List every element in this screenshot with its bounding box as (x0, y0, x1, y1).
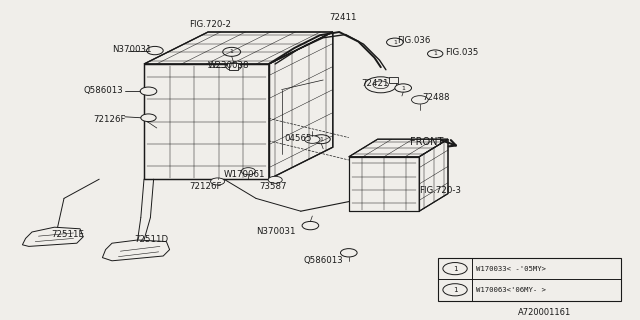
Text: 04565: 04565 (285, 134, 312, 143)
Circle shape (412, 96, 428, 104)
Circle shape (340, 249, 357, 257)
Circle shape (443, 262, 467, 275)
Text: FIG.720-3: FIG.720-3 (419, 186, 461, 195)
Polygon shape (22, 227, 83, 246)
Circle shape (443, 284, 467, 296)
Circle shape (395, 84, 412, 92)
Polygon shape (419, 139, 448, 211)
Circle shape (387, 38, 403, 46)
Text: A720001161: A720001161 (518, 308, 572, 317)
Circle shape (223, 47, 241, 56)
Polygon shape (144, 64, 269, 179)
Text: Q586013: Q586013 (304, 256, 344, 265)
Text: 1: 1 (319, 137, 323, 142)
Text: 72126F: 72126F (189, 182, 221, 191)
Polygon shape (144, 32, 333, 64)
Polygon shape (229, 63, 238, 70)
Circle shape (268, 176, 282, 183)
Circle shape (140, 87, 157, 95)
Text: W170033< -'05MY>: W170033< -'05MY> (476, 266, 545, 272)
Text: 1: 1 (452, 287, 458, 293)
Polygon shape (102, 240, 170, 261)
Text: N370031: N370031 (256, 227, 296, 236)
Polygon shape (389, 77, 398, 83)
Text: 1: 1 (452, 266, 458, 272)
Text: 72488: 72488 (422, 93, 450, 102)
Text: 73587: 73587 (259, 182, 287, 191)
Text: 72511D: 72511D (134, 235, 168, 244)
Text: 1: 1 (230, 49, 234, 54)
Text: 72411: 72411 (330, 13, 357, 22)
Circle shape (211, 178, 225, 185)
Text: W170061: W170061 (224, 170, 266, 179)
Text: W170063<'06MY- >: W170063<'06MY- > (476, 287, 545, 293)
Circle shape (241, 168, 255, 175)
Polygon shape (269, 32, 333, 179)
Circle shape (226, 63, 241, 70)
Text: 72126F: 72126F (93, 115, 125, 124)
Text: Q586013: Q586013 (83, 86, 123, 95)
Circle shape (373, 81, 388, 89)
Circle shape (312, 135, 330, 144)
Circle shape (141, 114, 156, 122)
Text: FRONT: FRONT (410, 137, 443, 148)
Bar (438, 258, 621, 301)
Circle shape (305, 136, 320, 143)
Text: 72421: 72421 (362, 79, 389, 88)
Text: 1: 1 (401, 85, 405, 91)
Circle shape (428, 50, 443, 58)
Text: W230038: W230038 (208, 61, 250, 70)
Text: FIG.720-2: FIG.720-2 (189, 20, 231, 28)
Text: 1: 1 (433, 51, 437, 56)
Circle shape (365, 77, 397, 93)
Text: FIG.036: FIG.036 (397, 36, 430, 44)
Circle shape (147, 46, 163, 55)
Polygon shape (349, 157, 419, 211)
Text: 1: 1 (393, 40, 397, 45)
Circle shape (302, 221, 319, 230)
Text: N370031: N370031 (112, 45, 152, 54)
Text: 72511E: 72511E (51, 230, 84, 239)
Polygon shape (349, 139, 448, 157)
Text: FIG.035: FIG.035 (445, 48, 478, 57)
